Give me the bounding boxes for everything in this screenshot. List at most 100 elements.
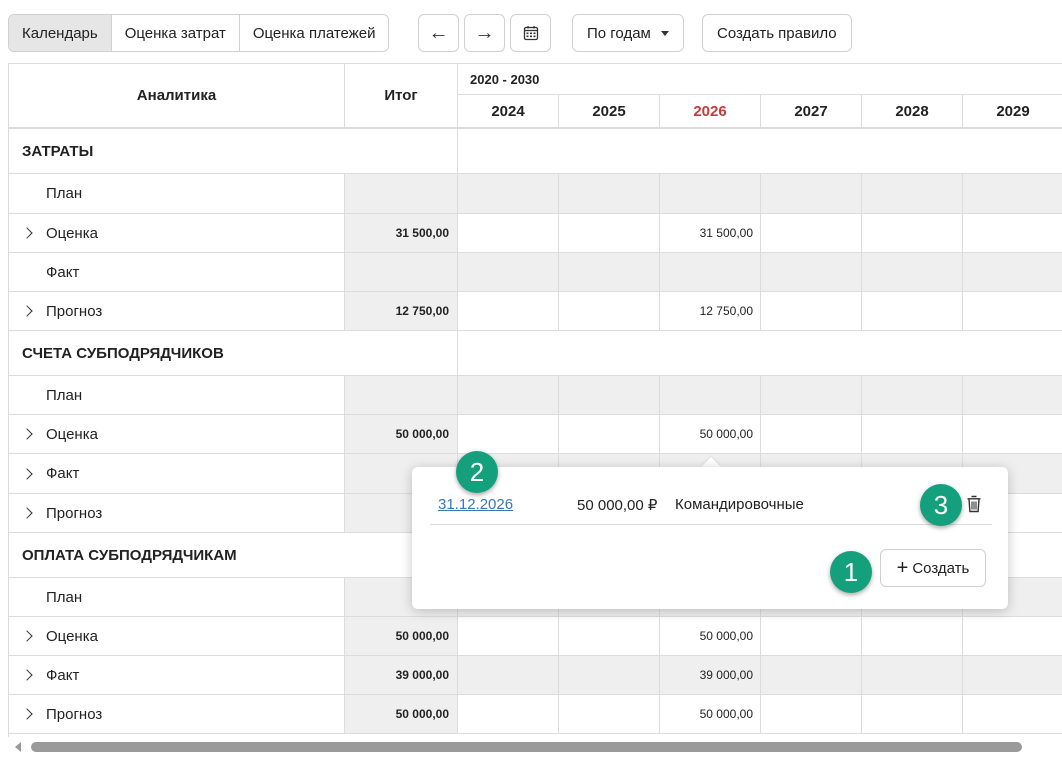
year-cell-2026[interactable]: 50 000,00	[660, 617, 761, 656]
chevron-right-icon[interactable]	[21, 669, 33, 681]
entry-row: 31.12.2026 50 000,00 ₽ Командировочные	[430, 487, 992, 525]
arrow-right-icon: →	[474, 21, 495, 44]
year-cell-2024[interactable]	[458, 656, 559, 695]
year-cell-2024[interactable]	[458, 292, 559, 331]
year-cell-2026[interactable]	[660, 174, 761, 214]
year-cell-2026[interactable]: 39 000,00	[660, 656, 761, 695]
year-cell-2025[interactable]	[559, 376, 660, 415]
year-cell-2028[interactable]	[862, 376, 963, 415]
chevron-right-icon[interactable]	[21, 305, 33, 317]
row-label[interactable]: Прогноз	[9, 695, 345, 734]
year-cell-2025[interactable]	[559, 695, 660, 734]
scroll-left-icon[interactable]	[15, 742, 21, 752]
header-analytics: Аналитика	[9, 64, 345, 128]
year-cell-2028[interactable]	[862, 617, 963, 656]
year-cell-2026[interactable]: 50 000,00	[660, 695, 761, 734]
year-cell-2027[interactable]	[761, 174, 862, 214]
row-total: 39 000,00	[345, 656, 458, 695]
period-select-label: По годам	[587, 24, 651, 42]
year-cell-2027[interactable]	[761, 253, 862, 292]
year-cell-2025[interactable]	[559, 253, 660, 292]
row-label[interactable]: Оценка	[9, 214, 345, 253]
row-label[interactable]: Факт	[9, 656, 345, 695]
tab-payment-estimate[interactable]: Оценка платежей	[239, 15, 389, 51]
year-cell-2027[interactable]	[761, 376, 862, 415]
year-cell-2024[interactable]	[458, 174, 559, 214]
year-cell-2024[interactable]	[458, 695, 559, 734]
entry-date-link[interactable]: 31.12.2026	[438, 496, 514, 513]
plus-icon: +	[896, 557, 909, 579]
year-cell-2029[interactable]	[963, 494, 1062, 533]
year-cell-2028[interactable]	[862, 695, 963, 734]
callout-badge-3: 3	[920, 484, 962, 526]
row-label[interactable]: Оценка	[9, 617, 345, 656]
chevron-right-icon[interactable]	[21, 708, 33, 720]
year-cell-2025[interactable]	[559, 292, 660, 331]
row-label[interactable]: Прогноз	[9, 292, 345, 331]
tab-cost-estimate[interactable]: Оценка затрат	[111, 15, 240, 51]
row-total	[345, 376, 458, 415]
year-cell-2027[interactable]	[761, 292, 862, 331]
tab-calendar[interactable]: Календарь	[9, 15, 112, 51]
next-button[interactable]: →	[464, 14, 505, 52]
year-header-2028: 2028	[862, 95, 963, 128]
calendar-button[interactable]	[510, 14, 551, 52]
create-rule-button[interactable]: Создать правило	[702, 14, 852, 52]
chevron-right-icon[interactable]	[21, 630, 33, 642]
trash-icon[interactable]	[966, 495, 982, 513]
year-cell-2024[interactable]	[458, 415, 559, 454]
year-cell-2029[interactable]	[963, 376, 1062, 415]
year-cell-2026[interactable]: 12 750,00	[660, 292, 761, 331]
row-total: 31 500,00	[345, 214, 458, 253]
year-cell-2026[interactable]	[660, 253, 761, 292]
year-cell-2028[interactable]	[862, 656, 963, 695]
year-cell-2029[interactable]	[963, 656, 1062, 695]
year-cell-2027[interactable]	[761, 617, 862, 656]
year-cell-2027[interactable]	[761, 695, 862, 734]
row-label[interactable]: Прогноз	[9, 494, 345, 533]
year-cell-2028[interactable]	[862, 253, 963, 292]
year-cell-2024[interactable]	[458, 253, 559, 292]
year-cell-2027[interactable]	[761, 415, 862, 454]
year-cell-2028[interactable]	[862, 415, 963, 454]
popover-create-button[interactable]: + Создать	[880, 549, 986, 587]
year-cell-2029[interactable]	[963, 214, 1062, 253]
year-cell-2025[interactable]	[559, 214, 660, 253]
chevron-right-icon[interactable]	[21, 227, 33, 239]
year-cell-2028[interactable]	[862, 174, 963, 214]
row-label[interactable]: Факт	[9, 454, 345, 494]
row-label[interactable]: Оценка	[9, 415, 345, 454]
year-cell-2029[interactable]	[963, 415, 1062, 454]
entry-popover: 31.12.2026 50 000,00 ₽ Командировочные +…	[412, 467, 1008, 609]
year-cell-2027[interactable]	[761, 214, 862, 253]
year-cell-2025[interactable]	[559, 617, 660, 656]
year-cell-2028[interactable]	[862, 214, 963, 253]
year-cell-2025[interactable]	[559, 656, 660, 695]
popover-create-label: Создать	[912, 559, 970, 577]
year-cell-2029[interactable]	[963, 617, 1062, 656]
horizontal-scrollbar[interactable]	[31, 742, 1022, 752]
year-cell-2027[interactable]	[761, 656, 862, 695]
create-rule-label: Создать правило	[717, 24, 837, 42]
year-cell-2025[interactable]	[559, 174, 660, 214]
year-cell-2025[interactable]	[559, 415, 660, 454]
year-cell-2029[interactable]	[963, 695, 1062, 734]
row-total: 12 750,00	[345, 292, 458, 331]
year-cell-2024[interactable]	[458, 376, 559, 415]
view-tabs: Календарь Оценка затрат Оценка платежей	[8, 14, 390, 52]
period-select[interactable]: По годам	[572, 14, 684, 52]
chevron-right-icon[interactable]	[21, 507, 33, 519]
year-cell-2026[interactable]	[660, 376, 761, 415]
chevron-right-icon[interactable]	[21, 428, 33, 440]
year-cell-2026[interactable]: 50 000,00	[660, 415, 761, 454]
year-cell-2024[interactable]	[458, 617, 559, 656]
chevron-right-icon[interactable]	[21, 467, 33, 480]
year-cell-2024[interactable]	[458, 214, 559, 253]
year-header-2029: 2029	[963, 95, 1062, 128]
year-cell-2029[interactable]	[963, 253, 1062, 292]
year-cell-2028[interactable]	[862, 292, 963, 331]
year-cell-2026[interactable]: 31 500,00	[660, 214, 761, 253]
prev-button[interactable]: ←	[418, 14, 459, 52]
year-cell-2029[interactable]	[963, 174, 1062, 214]
year-cell-2029[interactable]	[963, 292, 1062, 331]
